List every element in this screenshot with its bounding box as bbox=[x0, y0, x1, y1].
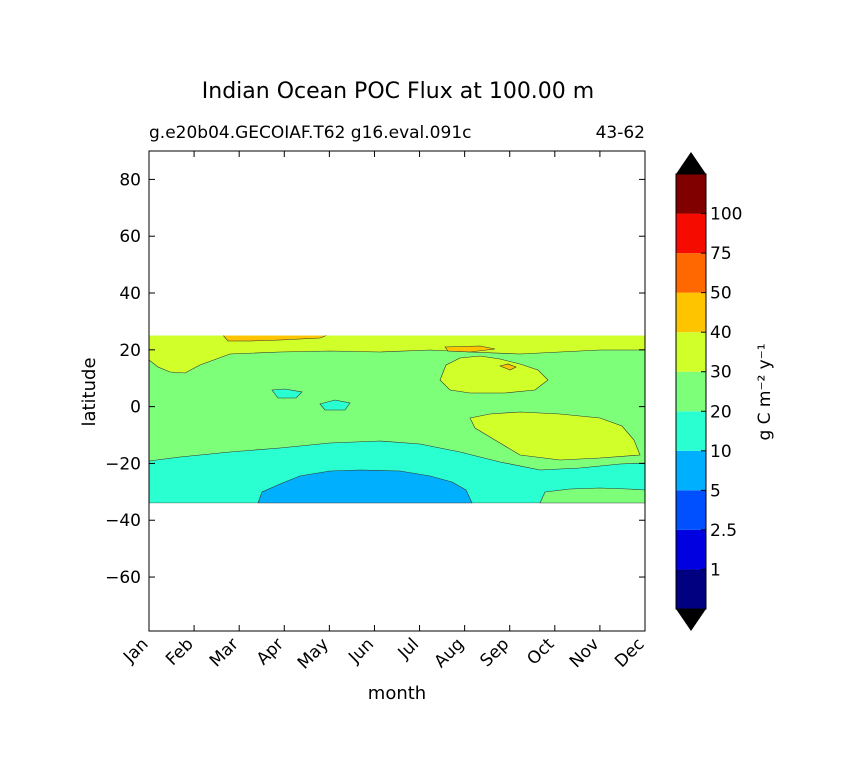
colorbar-tick-label: 10 bbox=[710, 442, 732, 462]
colorbar-tick-label: 75 bbox=[710, 244, 732, 264]
x-tick-label: Jul bbox=[394, 634, 423, 663]
colorbar-over-triangle bbox=[676, 152, 706, 174]
x-tick-label: Jun bbox=[344, 634, 378, 668]
colorbar-tick-label: 5 bbox=[710, 481, 721, 501]
colorbar-segment bbox=[676, 371, 706, 412]
colorbar-segment bbox=[676, 253, 706, 293]
x-tick-label: Oct bbox=[523, 634, 558, 669]
colorbar-tick-label: 1 bbox=[710, 560, 721, 580]
colorbar-tick-label: 30 bbox=[710, 363, 732, 383]
colorbar-segment bbox=[676, 292, 706, 333]
chart-title: Indian Ocean POC Flux at 100.00 m bbox=[202, 79, 594, 104]
x-tick-label: Feb bbox=[162, 634, 197, 669]
y-tick-label: 20 bbox=[119, 341, 141, 361]
y-tick-label: −60 bbox=[105, 568, 141, 588]
x-tick-label: May bbox=[294, 634, 333, 673]
chart-subtitle-right: 43-62 bbox=[596, 123, 645, 143]
colorbar-tick-label: 20 bbox=[710, 402, 732, 422]
contour-fill-layer bbox=[149, 335, 645, 504]
x-tick-label: Jan bbox=[119, 634, 152, 667]
plot-area-frame bbox=[148, 150, 646, 632]
colorbar-segment bbox=[676, 450, 706, 491]
chart-subtitle-left: g.e20b04.GECOIAF.T62 g16.eval.091c bbox=[149, 123, 471, 143]
x-tick-label: Mar bbox=[206, 634, 243, 671]
x-tick-label: Aug bbox=[431, 634, 469, 672]
y-tick-label: 0 bbox=[130, 398, 141, 418]
contour-band-30-40-north bbox=[149, 335, 645, 374]
colorbar-segment bbox=[676, 490, 706, 530]
colorbar-segment bbox=[676, 213, 706, 254]
colorbar-segment bbox=[676, 569, 706, 609]
y-tick-label: −40 bbox=[105, 511, 141, 531]
y-tick-label: 80 bbox=[119, 170, 141, 190]
colorbar: 1 2.5 5 10 20 30 40 50 75 100 bbox=[675, 152, 742, 631]
colorbar-segment bbox=[676, 529, 706, 570]
contour-band-5-10 bbox=[257, 469, 473, 504]
contour-band-10-20 bbox=[149, 388, 645, 504]
contour-band-30-40-south bbox=[439, 355, 641, 461]
x-tick-label: Nov bbox=[566, 634, 604, 672]
x-axis-label: month bbox=[368, 683, 426, 704]
contour-band-20-30-south bbox=[539, 487, 645, 504]
x-tick-label: Sep bbox=[476, 634, 513, 671]
colorbar-segment bbox=[676, 174, 706, 214]
y-tick-label: 60 bbox=[119, 227, 141, 247]
x-tick-label: Dec bbox=[611, 634, 648, 671]
colorbar-under-triangle bbox=[676, 609, 706, 631]
colorbar-tick-label: 50 bbox=[710, 284, 732, 304]
y-tick-label: −20 bbox=[105, 454, 141, 474]
colorbar-segment bbox=[676, 411, 706, 451]
y-tick-label: 40 bbox=[119, 284, 141, 304]
colorbar-frame bbox=[675, 173, 707, 610]
colorbar-tick-label: 100 bbox=[710, 205, 742, 225]
x-tick-label: Apr bbox=[253, 634, 288, 669]
colorbar-label: g C m⁻² y⁻¹ bbox=[755, 343, 775, 440]
contour-band-40-50 bbox=[222, 335, 517, 371]
colorbar-tick-label: 40 bbox=[710, 323, 732, 343]
colorbar-tick-label: 2.5 bbox=[710, 521, 737, 541]
colorbar-segment bbox=[676, 332, 706, 372]
y-axis-label: latitude bbox=[79, 357, 100, 426]
